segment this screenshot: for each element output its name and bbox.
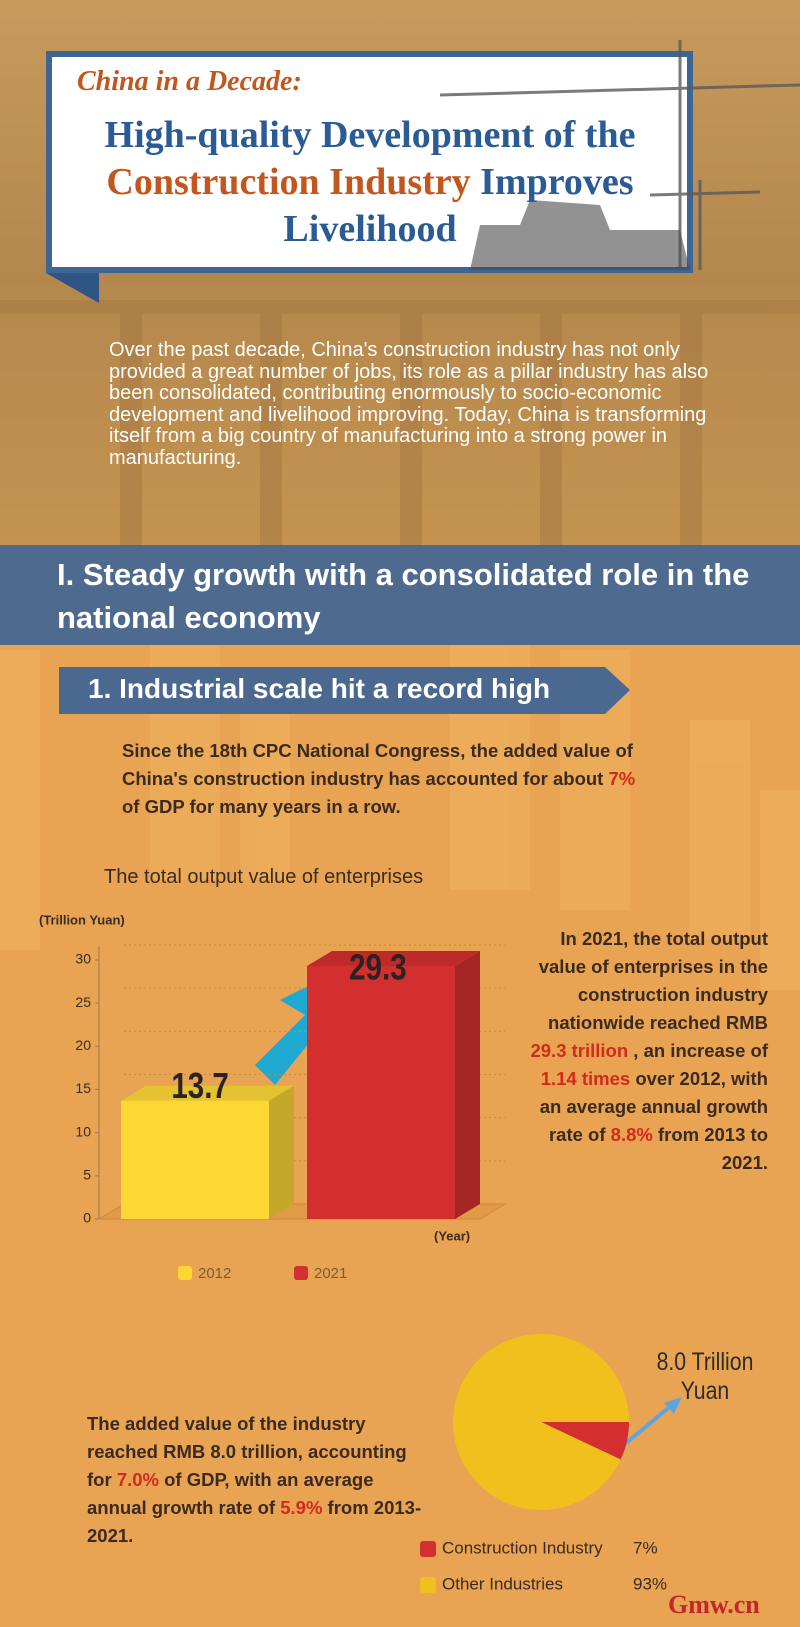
text-segment: 1.14 times [540,1068,631,1089]
annotation-arrow [618,1403,674,1450]
data-label: 13.7 [171,1065,228,1105]
text-segment: from 2013-2021. [87,1497,422,1546]
text-segment: Improves Livelihood [283,161,634,250]
text-segment: Since the 18th CPC National Congress, th… [122,740,633,789]
pie-slice [453,1334,629,1510]
text-segment: Construction Industry [106,161,471,203]
x-axis-label: (Year) [434,1228,470,1243]
subsection-banner [59,667,630,714]
bar-top [307,950,480,966]
bar [121,1100,269,1219]
legend-label: 2012 [198,1265,231,1282]
paragraph: Since the 18th CPC National Congress, th… [122,737,642,821]
paragraph: In 2021, the total output value of enter… [528,925,768,1177]
kicker: China in a Decade: [77,66,302,97]
bar-side [455,950,480,1219]
data-label: 29.3 [349,947,406,987]
legend-label: Construction Industry [442,1538,603,1557]
text-segment: , an increase of [633,1040,768,1061]
y-tick-label: 10 [75,1123,91,1139]
text-segment: 29.3 trillion [530,1040,629,1061]
y-tick-label: 0 [83,1210,91,1226]
text-segment: of GDP, with an average annual growth ra… [87,1469,374,1518]
text-segment: 5.9% [280,1497,323,1518]
legend-value: 93% [633,1574,667,1593]
pie-annotation: 8.0 Trillion Yuan [656,1348,754,1405]
legend-label: 2021 [314,1265,347,1282]
section-band [0,545,800,645]
logo: Gmw.cn [668,1590,760,1619]
text-segment: 8.8% [610,1124,653,1145]
intro: Over the past decade, China's constructi… [109,339,709,469]
text-segment: from 2013 to 2021. [657,1124,768,1173]
text-segment: In 2021, the total output value of enter… [538,928,768,1033]
y-tick-label: 25 [75,994,91,1010]
bar-top [121,1085,294,1101]
annotation-arrowhead [664,1397,682,1414]
legend-swatch [420,1541,436,1557]
y-axis-label: (Trillion Yuan) [39,912,125,927]
legend-swatch [178,1266,192,1280]
ribbon-fold [46,273,99,303]
bar-side [269,1085,294,1219]
bar [307,965,455,1219]
paragraph: The added value of the industry reached … [87,1410,432,1550]
y-tick-label: 20 [75,1037,91,1053]
y-tick-label: 15 [75,1080,91,1096]
charts: (Trillion Yuan) (Year) 0 5 10 15 20 25 30 13.7 201… [39,912,667,1593]
main-title: High-quality Development of the Construc… [60,112,680,253]
text-segment: of GDP for many years in a row. [122,796,401,817]
y-tick-label: 30 [75,951,91,967]
legend-swatch [294,1266,308,1280]
chart-title: The total output value of enterprises [104,866,424,888]
y-tick-label: 5 [83,1167,91,1183]
text-segment: High-quality Development of the [104,114,636,156]
text-segment: 7.0% [116,1469,159,1490]
pie-slice [541,1422,629,1460]
subsection-title: 1. Industrial scale hit a record high [88,673,551,704]
section-title: I. Steady growth with a consolidated rol… [57,557,750,635]
bridge-silhouette [0,300,800,545]
legend-value: 7% [633,1538,658,1557]
legend-label: Other Industries [442,1574,563,1593]
text-segment: 7% [608,768,636,789]
text-segment: The added value of the industry reached … [87,1413,407,1490]
text-segment: over 2012, with an average annual growth… [539,1068,768,1145]
building-silhouette [470,200,690,270]
legend-swatch [420,1577,436,1593]
